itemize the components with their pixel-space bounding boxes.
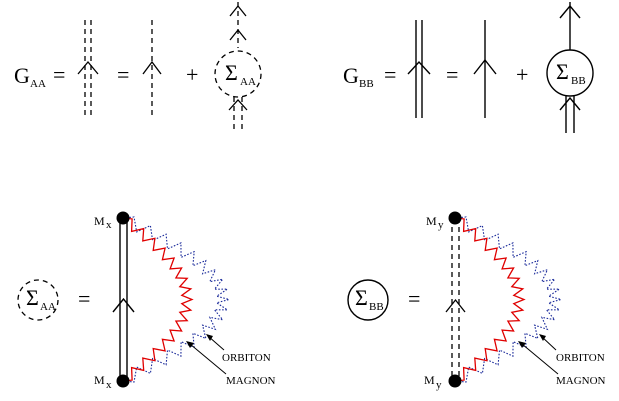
orbiton-pointer-arrowhead-icon — [206, 334, 213, 341]
magnon-pointer-arrow — [189, 343, 227, 375]
magnon-line — [454, 217, 526, 382]
sigma-aa-lhs-symbol: Σ — [26, 285, 39, 310]
magnon-line — [122, 217, 194, 382]
sigma-aa-lhs-dashed-bubble — [17, 279, 59, 321]
double-solid-arrow-icon — [407, 60, 431, 75]
internal-double-dashed-arrow-icon — [445, 298, 466, 313]
lower-double-solid-arrow-icon — [559, 96, 581, 111]
internal-double-solid-arrow-icon — [112, 297, 135, 313]
upper-solid-leg-arrow-icon — [559, 4, 581, 19]
top-vertex-dot — [448, 211, 462, 225]
top-vertex-symbol: M — [94, 214, 105, 228]
single-solid-arrow-icon — [473, 58, 497, 75]
g-bb-equals-2: = — [446, 62, 458, 87]
internal-double-dashed-line — [451, 218, 460, 381]
magnon-pointer-arrow — [521, 343, 559, 375]
magnon-pointer-arrowhead-icon — [518, 341, 526, 348]
equation-g-bb: G BB = = + Σ BB — [343, 2, 594, 133]
lower-double-dashed-arrow-icon — [228, 99, 248, 111]
g-bb-plus: + — [516, 62, 528, 87]
upper-dashed-leg-arrow-icon-2 — [229, 28, 247, 41]
magnon-pointer-arrowhead-icon — [186, 341, 194, 348]
bottom-vertex-subscript: x — [106, 379, 112, 391]
sigma-bb-subscript: BB — [571, 75, 586, 87]
orbiton-pointer-arrowhead-icon — [539, 334, 546, 341]
sigma-bb-diagram-equals: = — [408, 286, 420, 311]
orbiton-line — [122, 216, 232, 383]
double-dashed-propagator — [84, 20, 92, 118]
bottom-vertex-subscript: y — [436, 379, 442, 391]
lower-double-dashed-leg — [233, 97, 243, 132]
g-aa-plus: + — [186, 62, 198, 87]
sigma-bb-symbol: Σ — [556, 59, 569, 84]
magnon-label: MAGNON — [226, 375, 276, 387]
bottom-vertex-dot — [448, 374, 462, 388]
g-aa-subscript: AA — [30, 78, 46, 90]
top-vertex-subscript: x — [106, 219, 112, 231]
sigma-aa-symbol: Σ — [225, 60, 238, 85]
g-aa-equals-1: = — [53, 62, 65, 87]
bottom-vertex-symbol: M — [424, 373, 435, 387]
orbiton-label: ORBITON — [222, 352, 271, 364]
sigma-aa-lhs-subscript: AA — [40, 301, 56, 313]
single-dashed-arrow-icon — [142, 60, 162, 75]
double-solid-propagator — [415, 20, 423, 118]
g-bb-subscript: BB — [359, 78, 374, 90]
g-bb-equals-1: = — [384, 62, 396, 87]
g-aa-equals-2: = — [117, 62, 129, 87]
g-bb-symbol: G — [343, 63, 359, 88]
sigma-aa-subscript: AA — [240, 76, 256, 88]
sigma-bb-lhs-subscript: BB — [369, 301, 384, 313]
orbiton-label: ORBITON — [556, 352, 605, 364]
top-vertex-dot — [116, 211, 130, 225]
top-vertex-symbol: M — [426, 214, 437, 228]
sigma-bb-solid-bubble — [546, 49, 594, 97]
sigma-bb-lhs-solid-bubble — [347, 279, 389, 321]
bottom-vertex-dot — [116, 374, 130, 388]
g-aa-symbol: G — [14, 63, 30, 88]
top-vertex-subscript: y — [438, 219, 444, 231]
sigma-bb-lhs-symbol: Σ — [355, 285, 368, 310]
sigma-aa-diagram: Σ AA = M x M x ORBITON MAGNON — [17, 211, 276, 391]
double-dashed-arrow-icon — [77, 60, 99, 75]
sigma-aa-dashed-bubble — [214, 50, 262, 98]
sigma-bb-diagram: Σ BB = M y M y ORBITON MAGNON — [347, 211, 606, 391]
internal-double-solid-line — [119, 218, 128, 381]
bottom-vertex-symbol: M — [94, 373, 105, 387]
equation-g-aa: G AA = = + Σ AA — [14, 2, 262, 132]
orbiton-line — [454, 216, 564, 383]
magnon-label: MAGNON — [556, 375, 606, 387]
upper-dashed-leg-arrow-icon — [229, 4, 247, 17]
sigma-aa-diagram-equals: = — [78, 286, 90, 311]
